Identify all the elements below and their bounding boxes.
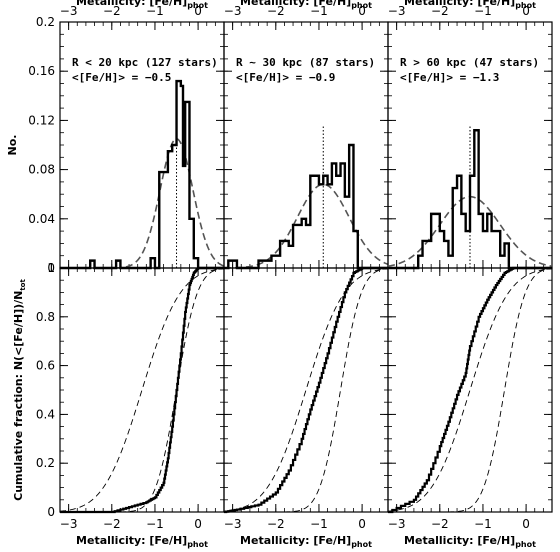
cdf-frame [59,267,225,513]
x-axis-title-top: Metallicity: [Fe/H]phot [240,0,372,10]
axis-title-subscript: phot [515,1,536,10]
x-axis-title-bottom: Metallicity: [Fe/H]phot [240,534,372,549]
bottom-x-tick-label: −1 [146,517,164,531]
x-axis-title-bottom: Metallicity: [Fe/H]phot [76,534,208,549]
histogram [224,143,388,270]
panel-2: −3 −2 −1 0 R ~ 30 kpc (87 stars) <[Fe/H]> = −… [223,4,389,549]
bottom-x-tick-label: −3 [60,517,78,531]
cdf-y-tick-label: 1 [47,261,55,275]
histogram [388,129,552,270]
cdf-y-axis-title: Cumulative fraction: N(<[Fe/H])/Ntot [12,279,27,501]
panel-label: R > 60 kpc (47 stars) [400,56,539,69]
reference-cdf-2 [224,268,389,513]
top-x-tick-label: −3 [60,4,78,18]
bottom-x-tick-label: −2 [431,517,449,531]
panel-label: R ~ 30 kpc (87 stars) [236,56,375,69]
cdf-y-tick-label: 0 [47,505,55,519]
axis-title-subscript: phot [351,1,372,10]
x-axis-title-bottom: Metallicity: [Fe/H]phot [404,534,536,549]
x-axis-title-top: Metallicity: [Fe/H]phot [76,0,208,10]
top-x-tick-label: −1 [146,4,164,18]
hist-y-tick-label: 0 [47,261,55,275]
top-x-tick-label: 0 [194,4,202,18]
cumulative-step [388,266,552,514]
hist-y-tick-label: 0.2 [36,15,55,29]
panel-mean-label: <[Fe/H]> = −0.5 [72,71,171,84]
panel-label: R < 20 kpc (127 stars) [72,56,218,69]
panel-mean-label: <[Fe/H]> = −1.3 [400,71,499,84]
panel-mean-label: <[Fe/H]> = −0.9 [236,71,335,84]
bottom-x-tick-label: 0 [358,517,366,531]
cdf-frame [387,267,553,513]
hist-y-tick-label: 0.08 [28,163,55,177]
bottom-x-tick-label: 0 [194,517,202,531]
reference-cdf-1 [59,268,225,512]
axis-title-subscript: phot [187,1,208,10]
top-x-tick-label: −2 [103,4,121,18]
bottom-x-tick-label: −1 [474,517,492,531]
top-x-tick-label: −3 [388,4,406,18]
reference-cdf-1 [223,268,389,512]
reference-cdf-1 [387,268,553,512]
cdf-y-tick-label: 0.6 [36,359,55,373]
axis-title-subscript: phot [187,540,208,549]
bottom-x-tick-label: −3 [388,517,406,531]
panel-1: −3 −2 −1 0 R < 20 kpc (127 stars) <[Fe/H]> = … [59,4,225,549]
cdf-y-tick-label: 0.2 [36,456,55,470]
cumulative-step [60,266,224,514]
cdf-y-tick-label: 0.8 [36,310,55,324]
bottom-x-tick-label: 0 [522,517,530,531]
axis-title-subscript: phot [515,540,536,549]
top-x-tick-label: −1 [310,4,328,18]
top-x-tick-label: −1 [474,4,492,18]
hist-y-tick-label: 0.16 [28,64,55,78]
hist-y-tick-label: 0.12 [28,113,55,127]
top-x-tick-label: 0 [522,4,530,18]
bottom-x-tick-label: −2 [103,517,121,531]
panel-3: −3 −2 −1 0 R > 60 kpc (47 stars) <[Fe/H]> = −… [387,4,553,549]
top-x-tick-label: 0 [358,4,366,18]
reference-cdf-2 [388,268,553,513]
reference-cdf-2 [60,268,225,513]
top-x-tick-label: −3 [224,4,242,18]
bottom-x-tick-label: −3 [224,517,242,531]
top-x-tick-label: −2 [431,4,449,18]
hist-y-tick-label: 0.04 [28,212,55,226]
hist-y-axis-title: No. [6,135,19,156]
bottom-x-tick-label: −1 [310,517,328,531]
bottom-x-tick-label: −2 [267,517,285,531]
cdf-frame [223,267,389,513]
top-x-tick-label: −2 [267,4,285,18]
gaussian-fit [60,138,225,269]
histogram [60,79,224,270]
gaussian-fit [223,183,389,269]
cdf-y-tick-label: 0.4 [36,407,55,421]
x-axis-title-top: Metallicity: [Fe/H]phot [404,0,536,10]
cumulative-step [224,266,388,514]
axis-title-subscript: phot [351,540,372,549]
axis-title-subscript: tot [19,279,27,291]
